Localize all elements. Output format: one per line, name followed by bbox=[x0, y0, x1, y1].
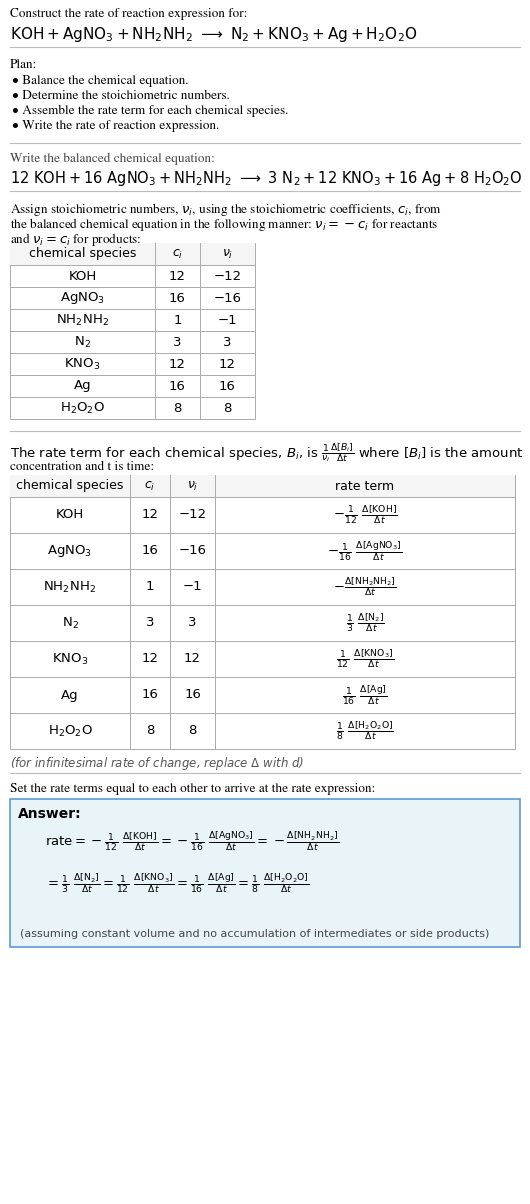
Text: $\mathrm{H_2O_2O}$: $\mathrm{H_2O_2O}$ bbox=[48, 724, 92, 738]
Text: Ag: Ag bbox=[74, 379, 91, 393]
Text: 3: 3 bbox=[173, 336, 182, 348]
Bar bbox=[10, 799, 520, 948]
Text: 12: 12 bbox=[169, 270, 186, 283]
Text: 12: 12 bbox=[219, 358, 236, 371]
Text: $\mathrm{N_2}$: $\mathrm{N_2}$ bbox=[74, 335, 91, 349]
Text: −16: −16 bbox=[214, 291, 242, 305]
Text: −12: −12 bbox=[214, 270, 242, 283]
Text: Answer:: Answer: bbox=[18, 807, 82, 821]
Text: Assign stoichiometric numbers, $\nu_i$, using the stoichiometric coefficients, $: Assign stoichiometric numbers, $\nu_i$, … bbox=[10, 201, 442, 218]
Text: Ag: Ag bbox=[61, 689, 79, 702]
Text: $-\frac{1}{16}\ \frac{\Delta[\mathrm{AgNO_3}]}{\Delta t}$: $-\frac{1}{16}\ \frac{\Delta[\mathrm{AgN… bbox=[328, 539, 403, 562]
Text: KOH: KOH bbox=[56, 508, 84, 521]
Text: 12: 12 bbox=[142, 653, 158, 666]
Text: $-\frac{\Delta[\mathrm{NH_2NH_2}]}{\Delta t}$: $-\frac{\Delta[\mathrm{NH_2NH_2}]}{\Delt… bbox=[333, 576, 397, 598]
Text: $= \frac{1}{3}\ \frac{\Delta[\mathrm{N_2}]}{\Delta t} = \frac{1}{12}\ \frac{\Del: $= \frac{1}{3}\ \frac{\Delta[\mathrm{N_2… bbox=[45, 870, 310, 895]
Text: −16: −16 bbox=[179, 544, 207, 557]
Text: • Write the rate of reaction expression.: • Write the rate of reaction expression. bbox=[12, 120, 219, 132]
Text: −12: −12 bbox=[179, 508, 207, 521]
Text: $\mathrm{12\ KOH + 16\ AgNO_3 + NH_2NH_2 \ \longrightarrow \ 3\ N_2 + 12\ KNO_3 : $\mathrm{12\ KOH + 16\ AgNO_3 + NH_2NH_2… bbox=[10, 169, 523, 188]
Text: concentration and t is time:: concentration and t is time: bbox=[10, 461, 154, 473]
Text: 8: 8 bbox=[188, 725, 197, 738]
Text: 16: 16 bbox=[169, 291, 186, 305]
Text: • Balance the chemical equation.: • Balance the chemical equation. bbox=[12, 75, 189, 87]
Text: $\mathrm{NH_2NH_2}$: $\mathrm{NH_2NH_2}$ bbox=[56, 313, 109, 327]
Text: 16: 16 bbox=[142, 544, 158, 557]
Text: $\mathrm{NH_2NH_2}$: $\mathrm{NH_2NH_2}$ bbox=[43, 579, 96, 595]
Text: $c_i$: $c_i$ bbox=[144, 479, 156, 492]
Text: 12: 12 bbox=[142, 508, 158, 521]
Text: (assuming constant volume and no accumulation of intermediates or side products): (assuming constant volume and no accumul… bbox=[20, 929, 489, 939]
Text: and $\nu_i = c_i$ for products:: and $\nu_i = c_i$ for products: bbox=[10, 231, 142, 248]
Text: 16: 16 bbox=[142, 689, 158, 702]
Text: $\mathrm{rate} = -\frac{1}{12}\ \frac{\Delta[\mathrm{KOH}]}{\Delta t} = -\frac{1: $\mathrm{rate} = -\frac{1}{12}\ \frac{\D… bbox=[45, 830, 339, 852]
Text: • Assemble the rate term for each chemical species.: • Assemble the rate term for each chemic… bbox=[12, 105, 288, 117]
Text: $\frac{1}{3}\ \frac{\Delta[\mathrm{N_2}]}{\Delta t}$: $\frac{1}{3}\ \frac{\Delta[\mathrm{N_2}]… bbox=[346, 612, 384, 635]
Text: 3: 3 bbox=[223, 336, 232, 348]
Text: $\nu_i$: $\nu_i$ bbox=[187, 479, 198, 492]
Text: (for infinitesimal rate of change, replace $\Delta$ with $d$): (for infinitesimal rate of change, repla… bbox=[10, 755, 304, 772]
Text: 16: 16 bbox=[169, 379, 186, 393]
Text: $\mathrm{N_2}$: $\mathrm{N_2}$ bbox=[61, 615, 78, 631]
Text: Plan:: Plan: bbox=[10, 59, 37, 71]
Text: Write the balanced chemical equation:: Write the balanced chemical equation: bbox=[10, 153, 215, 165]
Text: $\mathrm{KNO_3}$: $\mathrm{KNO_3}$ bbox=[52, 651, 88, 667]
Text: $\frac{1}{16}\ \frac{\Delta[\mathrm{Ag}]}{\Delta t}$: $\frac{1}{16}\ \frac{\Delta[\mathrm{Ag}]… bbox=[342, 683, 388, 707]
Text: 12: 12 bbox=[169, 358, 186, 371]
Text: −1: −1 bbox=[218, 313, 237, 326]
Text: $\mathrm{KOH + AgNO_3 + NH_2NH_2 \ \longrightarrow \ N_2 + KNO_3 + Ag + H_2O_2O}: $\mathrm{KOH + AgNO_3 + NH_2NH_2 \ \long… bbox=[10, 25, 417, 45]
Text: Construct the rate of reaction expression for:: Construct the rate of reaction expressio… bbox=[10, 8, 248, 20]
Text: 8: 8 bbox=[223, 401, 232, 414]
Text: Set the rate terms equal to each other to arrive at the rate expression:: Set the rate terms equal to each other t… bbox=[10, 783, 375, 795]
Text: KOH: KOH bbox=[68, 270, 96, 283]
Text: $\mathrm{AgNO_3}$: $\mathrm{AgNO_3}$ bbox=[48, 543, 93, 559]
Bar bbox=[10, 476, 515, 749]
Text: 3: 3 bbox=[188, 616, 197, 630]
Text: The rate term for each chemical species, $B_i$, is $\frac{1}{\nu_i}\frac{\Delta[: The rate term for each chemical species,… bbox=[10, 441, 524, 464]
Text: $-\frac{1}{12}\ \frac{\Delta[\mathrm{KOH}]}{\Delta t}$: $-\frac{1}{12}\ \frac{\Delta[\mathrm{KOH… bbox=[333, 504, 398, 526]
Text: 8: 8 bbox=[173, 401, 182, 414]
Text: rate term: rate term bbox=[335, 479, 394, 492]
Text: $\frac{1}{12}\ \frac{\Delta[\mathrm{KNO_3}]}{\Delta t}$: $\frac{1}{12}\ \frac{\Delta[\mathrm{KNO_… bbox=[336, 648, 394, 671]
Bar bbox=[10, 243, 255, 265]
Bar bbox=[10, 243, 255, 419]
Text: $c_i$: $c_i$ bbox=[172, 248, 183, 260]
Text: 16: 16 bbox=[184, 689, 201, 702]
Text: 3: 3 bbox=[146, 616, 154, 630]
Text: the balanced chemical equation in the following manner: $\nu_i = -c_i$ for react: the balanced chemical equation in the fo… bbox=[10, 216, 438, 234]
Text: −1: −1 bbox=[183, 580, 202, 594]
Text: 16: 16 bbox=[219, 379, 236, 393]
Text: $\mathrm{KNO_3}$: $\mathrm{KNO_3}$ bbox=[64, 356, 101, 372]
Text: $\frac{1}{8}\ \frac{\Delta[\mathrm{H_2O_2O}]}{\Delta t}$: $\frac{1}{8}\ \frac{\Delta[\mathrm{H_2O_… bbox=[336, 720, 394, 743]
Text: $\mathrm{AgNO_3}$: $\mathrm{AgNO_3}$ bbox=[60, 290, 105, 306]
Text: $\mathrm{H_2O_2O}$: $\mathrm{H_2O_2O}$ bbox=[60, 401, 105, 415]
Text: chemical species: chemical species bbox=[29, 248, 136, 260]
Text: 8: 8 bbox=[146, 725, 154, 738]
Text: 1: 1 bbox=[173, 313, 182, 326]
Text: $\nu_i$: $\nu_i$ bbox=[222, 248, 233, 260]
Text: 12: 12 bbox=[184, 653, 201, 666]
Text: 1: 1 bbox=[146, 580, 154, 594]
Text: chemical species: chemical species bbox=[16, 479, 123, 492]
Bar bbox=[10, 476, 515, 497]
Text: • Determine the stoichiometric numbers.: • Determine the stoichiometric numbers. bbox=[12, 90, 229, 102]
